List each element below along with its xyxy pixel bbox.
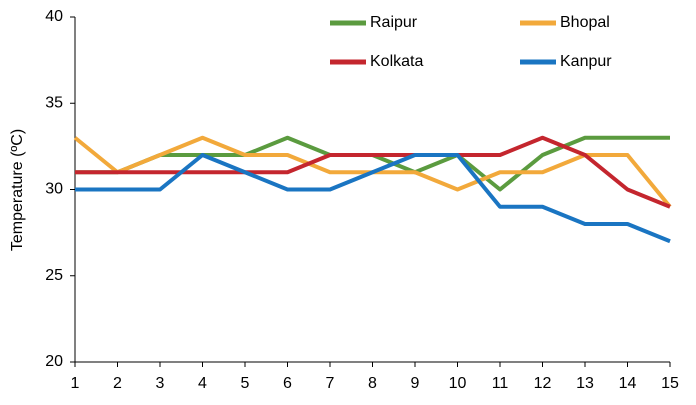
legend-label: Kanpur [560,53,612,70]
x-tick-label: 10 [449,375,467,392]
y-tick-label: 40 [45,8,63,25]
x-tick-label: 14 [619,375,637,392]
x-tick-label: 7 [326,375,335,392]
x-tick-label: 13 [576,375,594,392]
y-axis-label: Temperature (ºC) [9,129,26,251]
x-tick-label: 8 [368,375,377,392]
x-tick-label: 1 [71,375,80,392]
legend-label: Kolkata [370,53,423,70]
line-series [75,135,670,192]
y-tick-label: 35 [45,94,63,111]
x-tick-label: 15 [661,375,679,392]
x-tick-label: 3 [156,375,165,392]
x-tick-label: 5 [241,375,250,392]
x-tick-label: 9 [411,375,420,392]
x-tick-label: 4 [198,375,207,392]
x-tick-label: 12 [534,375,552,392]
line-series [75,135,671,209]
y-tick-label: 30 [45,181,63,198]
y-tick-label: 20 [45,353,63,370]
x-tick-label: 2 [113,375,122,392]
y-tick-label: 25 [45,267,63,284]
x-tick-label: 6 [283,375,292,392]
legend-label: Raipur [370,14,418,31]
x-tick-label: 11 [492,375,509,392]
legend-label: Bhopal [560,14,610,31]
line-series [75,153,671,244]
